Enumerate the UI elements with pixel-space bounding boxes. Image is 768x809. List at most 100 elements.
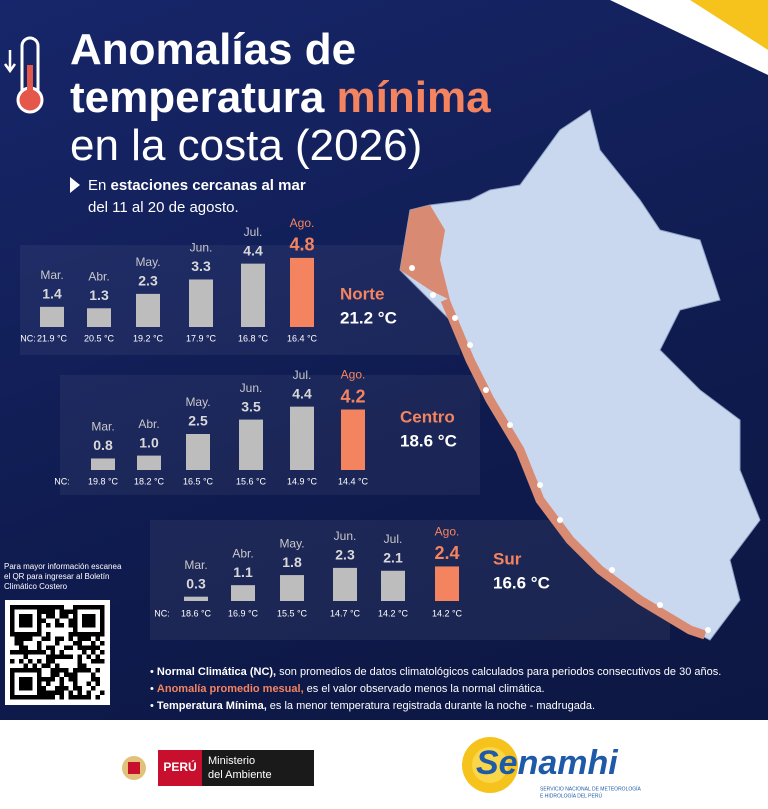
value-label: 1.4 xyxy=(42,286,62,302)
note-bold: Anomalía promedio mesual, xyxy=(156,683,304,695)
senamhi-sub: E HIDROLOGÍA DEL PERÚ xyxy=(540,792,602,799)
category-label: Ago. xyxy=(435,525,460,539)
bar xyxy=(435,566,459,601)
bar xyxy=(239,419,263,470)
nc-value: 16.4 °C xyxy=(287,333,318,343)
nc-label: NC: xyxy=(20,333,36,343)
bar xyxy=(341,409,365,470)
value-label: 4.4 xyxy=(292,385,312,401)
nc-label: NC: xyxy=(154,608,170,618)
nc-value: 14.4 °C xyxy=(338,476,369,486)
bar xyxy=(189,279,213,327)
ministry-line: Ministerio xyxy=(208,755,255,767)
region-name: Centro xyxy=(400,407,455,426)
nc-value: 21.9 °C xyxy=(37,333,68,343)
senamhi-logo: Senamhi xyxy=(476,744,619,782)
bar xyxy=(186,434,210,470)
corner-yellow xyxy=(690,0,768,50)
title-line: temperatura mínima xyxy=(70,74,491,122)
category-label: Jun. xyxy=(190,241,213,255)
notes: • Normal Climática (NC), son promedios d… xyxy=(150,664,721,715)
title-highlight: mínima xyxy=(336,73,491,122)
peru-crest xyxy=(122,756,146,780)
value-label: 4.8 xyxy=(289,235,314,255)
region-temp: 18.6 °C xyxy=(400,431,457,450)
bar xyxy=(136,293,160,327)
bar xyxy=(87,308,111,327)
category-label: Jul. xyxy=(384,532,403,546)
nc-value: 15.5 °C xyxy=(277,608,308,618)
title: Anomalías de temperatura mínima en la co… xyxy=(70,26,491,170)
category-label: May. xyxy=(279,536,304,550)
category-label: Abr. xyxy=(88,269,109,283)
subtitle-bold: estaciones cercanas al mar xyxy=(110,177,306,194)
nc-value: 18.6 °C xyxy=(181,608,212,618)
value-label: 2.1 xyxy=(383,549,403,565)
bar xyxy=(184,596,208,601)
nc-value: 18.2 °C xyxy=(134,476,165,486)
bar xyxy=(381,570,405,601)
value-label: 4.4 xyxy=(243,242,263,258)
title-part: temperatura xyxy=(70,73,325,122)
region-temp: 16.6 °C xyxy=(493,573,550,592)
sun-logo xyxy=(462,737,518,793)
note-text: es la menor temperatura registrada duran… xyxy=(266,700,596,712)
peru-box xyxy=(158,750,202,786)
category-label: May. xyxy=(185,395,210,409)
note-bold: Temperatura Mínima, xyxy=(156,700,267,712)
qr-code xyxy=(5,600,110,705)
nc-value: 19.8 °C xyxy=(88,476,119,486)
nc-value: 14.2 °C xyxy=(378,608,409,618)
bar xyxy=(40,306,64,327)
footer-bg xyxy=(0,720,768,809)
value-label: 0.8 xyxy=(93,437,113,453)
map-coast xyxy=(440,298,707,640)
region-temp: 21.2 °C xyxy=(340,308,397,327)
bar xyxy=(290,257,314,327)
nc-label: NC: xyxy=(54,476,70,486)
title-line: Anomalías de xyxy=(70,25,357,74)
value-label: 3.5 xyxy=(241,398,261,414)
subtitle: En estaciones cercanas al mar del 11 al … xyxy=(88,175,306,219)
note-text: es el valor observado menos la normal cl… xyxy=(303,683,545,695)
ministry-box xyxy=(202,750,314,786)
category-label: Jun. xyxy=(240,381,263,395)
bar xyxy=(241,263,265,327)
value-label: 2.4 xyxy=(434,543,459,563)
note-bold: Normal Climática (NC), xyxy=(156,666,277,678)
nc-value: 17.9 °C xyxy=(186,333,217,343)
title-line: en la costa (2026) xyxy=(70,121,423,170)
value-label: 2.5 xyxy=(188,413,208,429)
peru-label: PERÚ xyxy=(163,759,196,774)
nc-value: 15.6 °C xyxy=(236,476,267,486)
category-label: Abr. xyxy=(232,546,253,560)
bar xyxy=(91,458,115,470)
nc-value: 14.9 °C xyxy=(287,476,318,486)
map-north-region xyxy=(400,205,450,300)
value-label: 1.8 xyxy=(282,554,302,570)
category-label: Abr. xyxy=(138,417,159,431)
panel-norte xyxy=(20,245,460,355)
value-label: 4.2 xyxy=(340,386,365,406)
nc-value: 14.2 °C xyxy=(432,608,463,618)
note: • Temperatura Mínima, es la menor temper… xyxy=(150,700,596,712)
senamhi-sub: SERVICIO NACIONAL DE METEOROLOGÍA xyxy=(540,785,642,792)
category-label: Mar. xyxy=(40,268,63,282)
value-label: 1.0 xyxy=(139,434,159,450)
nc-value: 16.8 °C xyxy=(238,333,269,343)
category-label: Jul. xyxy=(293,368,312,382)
category-label: Jul. xyxy=(244,225,263,239)
nc-value: 20.5 °C xyxy=(84,333,115,343)
category-label: Mar. xyxy=(184,558,207,572)
ministry-line: del Ambiente xyxy=(208,769,272,781)
bullet-arrow xyxy=(70,177,80,193)
bar xyxy=(231,585,255,601)
nc-value: 16.5 °C xyxy=(183,476,214,486)
value-label: 1.3 xyxy=(89,287,109,303)
value-label: 3.3 xyxy=(191,258,211,274)
category-label: Jun. xyxy=(334,529,357,543)
panel-centro xyxy=(60,375,480,495)
region-name: Sur xyxy=(493,549,522,568)
station-dots xyxy=(409,265,711,633)
